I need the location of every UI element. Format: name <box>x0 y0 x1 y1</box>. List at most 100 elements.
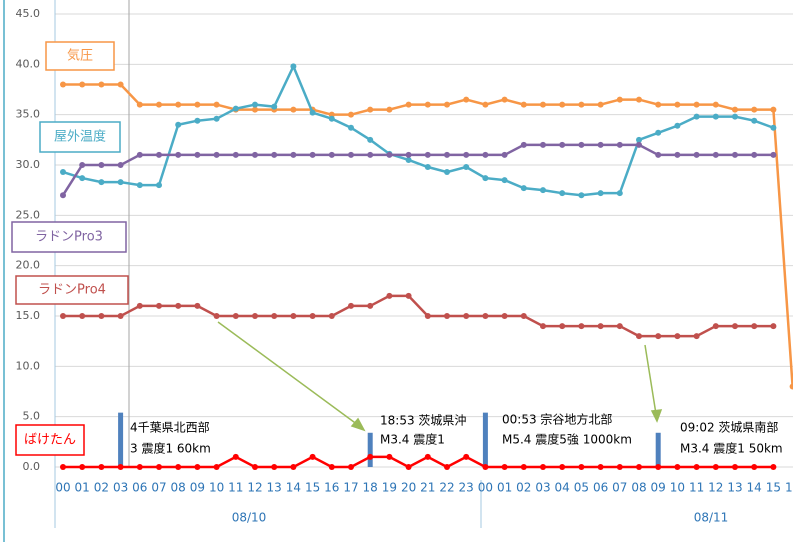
x-tick-label: 09 <box>651 481 666 495</box>
x-tick-label: 16 <box>324 481 339 495</box>
annotation: 4千葉県北西部 <box>130 420 210 435</box>
x-tick-label: 00 <box>478 481 493 495</box>
legend-box <box>15 424 85 456</box>
point <box>559 141 566 148</box>
point <box>444 169 450 176</box>
point <box>232 105 239 112</box>
point <box>616 190 623 197</box>
point <box>328 151 335 158</box>
point <box>117 179 124 186</box>
point <box>770 464 777 470</box>
point <box>674 151 681 158</box>
point <box>578 141 585 148</box>
point <box>213 464 220 470</box>
point <box>655 151 662 158</box>
x-tick-label: 20 <box>401 481 416 495</box>
point <box>136 101 143 108</box>
point <box>156 302 162 309</box>
point <box>693 151 700 158</box>
point <box>98 464 105 470</box>
point <box>98 81 105 88</box>
point <box>309 109 316 116</box>
series-line <box>61 143 774 196</box>
x-tick-label: 19 <box>382 481 397 495</box>
point <box>674 464 681 470</box>
point <box>751 323 758 330</box>
point <box>424 453 431 460</box>
x-tick-label: 14 <box>747 481 762 495</box>
point <box>597 141 604 148</box>
x-tick-label: 09 <box>190 481 205 495</box>
point <box>405 292 412 299</box>
point <box>136 464 143 470</box>
point <box>444 101 450 108</box>
annotation: 3 震度1 60km <box>130 441 211 456</box>
legend-box <box>15 275 129 305</box>
point <box>271 103 278 110</box>
point <box>117 313 124 319</box>
x-tick-label: 11 <box>228 481 243 495</box>
point <box>655 464 662 470</box>
point <box>194 151 201 158</box>
x-tick-label: 11 <box>689 481 704 495</box>
point <box>232 453 239 460</box>
x-tick-label: 18 <box>363 481 378 495</box>
x-tick-label: 15 <box>766 481 781 495</box>
y-tick-label: 5.0 <box>23 410 41 423</box>
x-tick-label: 12 <box>708 481 723 495</box>
y-tick-label: 10.0 <box>16 359 41 372</box>
point <box>367 106 374 113</box>
point <box>712 464 719 470</box>
point <box>655 129 662 136</box>
legend-label: ラドンPro3 <box>35 230 103 245</box>
point <box>424 151 431 158</box>
point <box>770 151 777 158</box>
point <box>79 175 86 182</box>
point <box>79 464 86 470</box>
point <box>693 333 700 340</box>
x-tick-label: 12 <box>247 481 262 495</box>
point <box>98 162 105 168</box>
point <box>616 96 623 103</box>
legend-label: 気圧 <box>67 48 93 64</box>
x-tick-label: 16 <box>785 481 793 495</box>
point <box>328 464 335 470</box>
point <box>597 464 604 470</box>
point <box>213 313 220 319</box>
point <box>367 453 374 460</box>
point <box>348 124 354 131</box>
point <box>693 464 700 470</box>
point <box>367 151 374 158</box>
point <box>213 115 220 122</box>
point <box>309 313 316 319</box>
point <box>540 187 546 194</box>
x-tick-label: 13 <box>727 481 742 495</box>
x-tick-label: 02 <box>94 481 109 495</box>
point <box>60 313 66 319</box>
point <box>328 313 335 319</box>
point <box>117 81 124 88</box>
point <box>520 185 527 192</box>
point <box>501 151 508 158</box>
point <box>386 106 393 113</box>
point <box>175 101 182 108</box>
point <box>732 106 738 113</box>
point <box>732 464 738 470</box>
point <box>194 464 201 470</box>
x-tick-label: 22 <box>439 481 454 495</box>
x-tick-label: 01 <box>497 481 512 495</box>
annotation: 09:02 茨城県南部 <box>680 420 778 435</box>
marks <box>60 63 793 470</box>
y-tick-label: 0.0 <box>23 460 41 473</box>
x-tick-label: 06 <box>132 481 147 495</box>
arrow-line <box>217 321 359 426</box>
point <box>501 177 508 184</box>
point <box>60 169 66 176</box>
point <box>463 164 470 171</box>
point <box>79 313 86 319</box>
arrow-line <box>644 344 657 415</box>
point <box>156 182 162 189</box>
point <box>117 464 124 470</box>
point <box>578 192 585 199</box>
